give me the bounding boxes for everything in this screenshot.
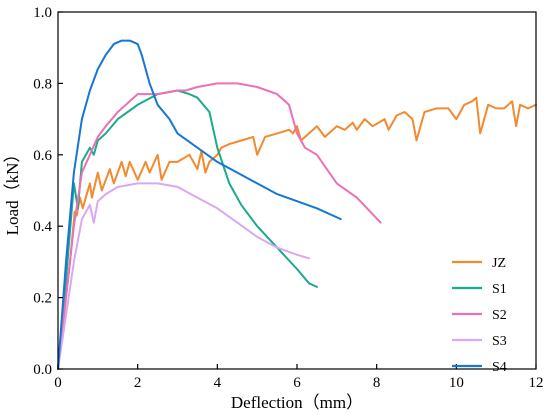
legend-label-jz: JZ — [492, 256, 506, 271]
y-axis-ticks: 0.0 0.2 0.4 0.6 0.8 1.0 — [33, 5, 63, 378]
series-line-jz — [57, 96, 537, 370]
series-line-s2 — [57, 82, 382, 370]
y-tick-label: 0.8 — [33, 76, 52, 92]
x-tick-label: 4 — [214, 375, 222, 391]
legend-label-s4: S4 — [492, 360, 507, 375]
legend-label-s1: S1 — [492, 282, 507, 297]
legend-label-s2: S2 — [492, 308, 507, 323]
x-axis-ticks: 0 2 4 6 8 10 12 — [54, 364, 544, 391]
x-tick-label: 0 — [54, 375, 62, 391]
x-tick-label: 2 — [134, 375, 142, 391]
series-line-s3 — [57, 182, 310, 370]
y-tick-label: 0.0 — [33, 362, 52, 378]
x-tick-label: 12 — [529, 375, 544, 391]
x-tick-label: 10 — [449, 375, 464, 391]
series-line-s4 — [57, 39, 342, 370]
y-tick-label: 0.2 — [33, 291, 52, 307]
series-layer — [57, 39, 537, 370]
legend-label-s3: S3 — [492, 334, 507, 349]
x-tick-label: 6 — [293, 375, 301, 391]
x-axis-title: Deflection（mm） — [231, 393, 363, 412]
y-tick-label: 1.0 — [33, 5, 52, 21]
plot-frame — [57, 11, 537, 370]
legend: JZ S1 S2 S3 S4 — [452, 256, 507, 375]
y-tick-label: 0.6 — [33, 148, 52, 164]
y-axis-title: Load（kN） — [3, 146, 22, 236]
y-tick-label: 0.4 — [33, 219, 52, 235]
x-tick-label: 8 — [373, 375, 381, 391]
